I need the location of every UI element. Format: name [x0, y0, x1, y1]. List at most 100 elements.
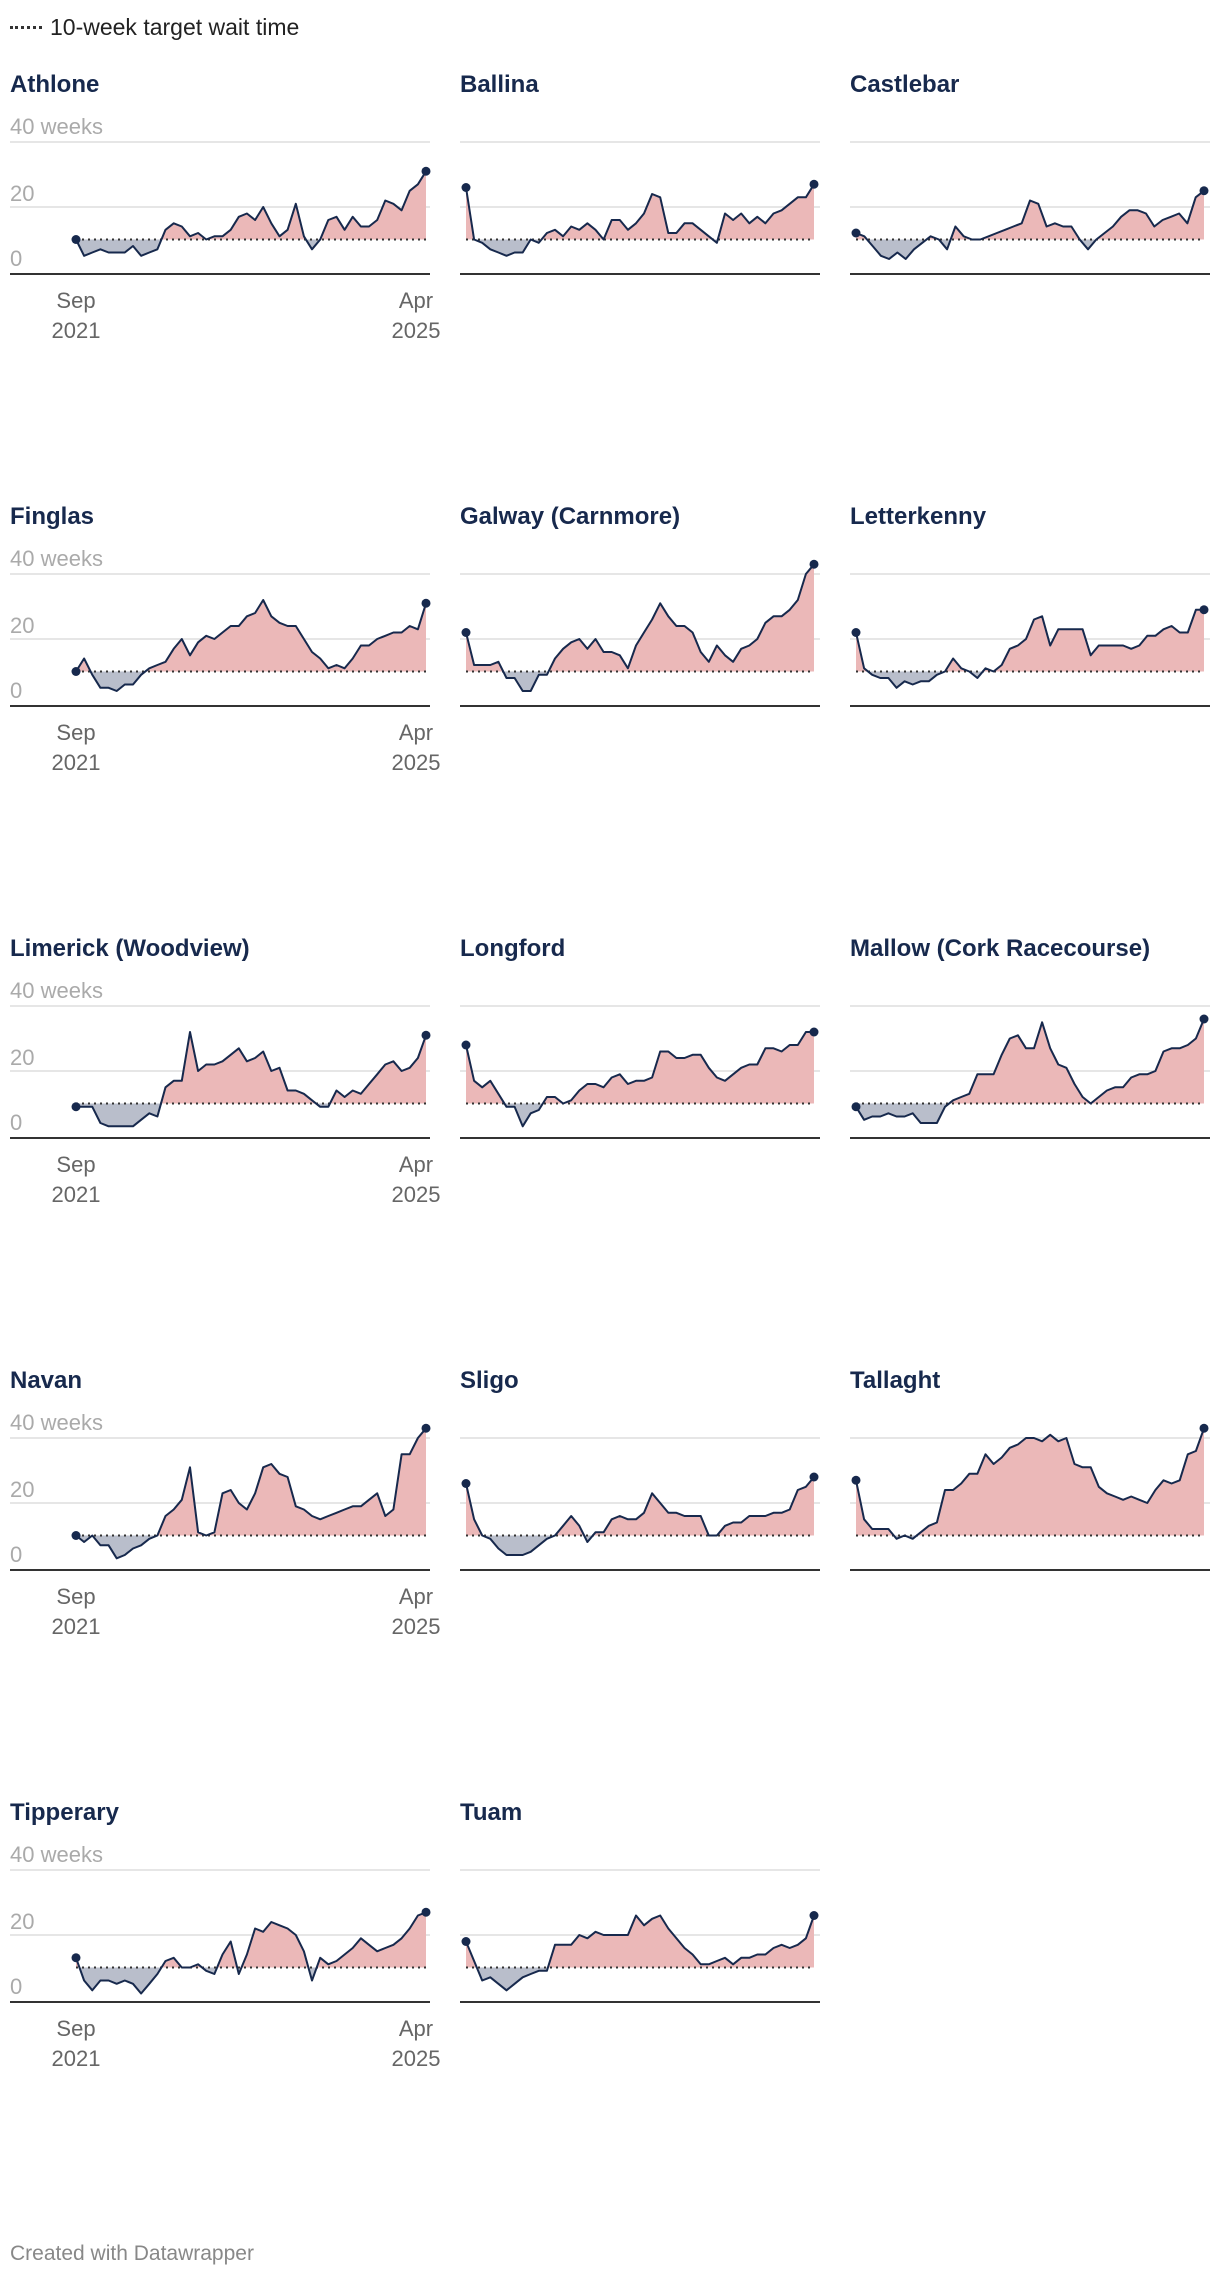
area-below-target [466, 1535, 814, 1555]
end-point [421, 1907, 431, 1917]
x-tick-label: 2021 [52, 318, 101, 343]
panel-title: Sligo [460, 1367, 519, 1394]
panel-12: Tipperary 40 weeks 0 20 Sep 2021 Apr 2025 [10, 1799, 440, 2071]
area-below-target [76, 239, 426, 256]
area-above-target [466, 564, 814, 672]
start-point [461, 1937, 471, 1946]
start-point [851, 628, 861, 637]
panel-0: Athlone 40 weeks 0 20 Sep 2021 Apr 2025 [10, 71, 440, 343]
y-tick-label: 0 [10, 246, 22, 271]
area-above-target [856, 609, 1204, 672]
end-point [1199, 1014, 1209, 1024]
area-above-target [76, 600, 426, 672]
panel-title: Galway (Carnmore) [460, 503, 680, 530]
y-tick-label: 20 [10, 1477, 34, 1502]
start-point [461, 1040, 471, 1050]
panel-title: Athlone [10, 71, 99, 98]
start-point [461, 628, 471, 637]
panel-title: Castlebar [850, 71, 959, 98]
panel-11: Tallaght [850, 1367, 1210, 1571]
y-tick-label: 0 [10, 1974, 22, 1999]
legend: 10-week target wait time [10, 14, 299, 41]
panel-9: Navan 40 weeks 0 20 Sep 2021 Apr 2025 [10, 1367, 440, 1639]
panel-13: Tuam [460, 1799, 820, 2003]
x-tick-label: Sep [56, 2016, 95, 2041]
start-point [851, 1475, 861, 1485]
end-point [809, 559, 819, 569]
panel-title: Limerick (Woodview) [10, 935, 250, 962]
y-tick-label: 20 [10, 181, 34, 206]
start-point [461, 1479, 471, 1488]
area-below-target [856, 1103, 1204, 1123]
panel-title: Tuam [460, 1799, 522, 1826]
x-tick-label: Apr [399, 720, 433, 745]
area-below-target [466, 1967, 814, 1991]
y-tick-label: 20 [10, 1045, 34, 1070]
panel-title: Tipperary [10, 1799, 120, 1826]
start-point [71, 235, 81, 244]
area-above-target [76, 171, 426, 240]
end-point [809, 1911, 819, 1920]
start-point [851, 228, 861, 238]
panel-1: Ballina [460, 71, 820, 275]
y-unit-label: 40 weeks [10, 546, 103, 571]
data-line [465, 1031, 814, 1128]
x-tick-label: Sep [56, 1152, 95, 1177]
data-line [75, 170, 427, 257]
y-unit-label: 40 weeks [10, 1842, 103, 1867]
panel-title: Mallow (Cork Racecourse) [850, 935, 1150, 962]
y-tick-label: 0 [10, 1542, 22, 1567]
x-tick-label: Apr [399, 1584, 433, 1609]
end-point [421, 1030, 431, 1040]
end-point [421, 598, 431, 608]
area-below-target [76, 1535, 426, 1559]
y-unit-label: 40 weeks [10, 114, 103, 139]
x-tick-label: 2025 [392, 318, 441, 343]
x-tick-label: Apr [399, 288, 433, 313]
end-point [809, 1027, 819, 1037]
area-below-target [466, 239, 814, 256]
data-line [855, 1427, 1205, 1540]
end-point [809, 1472, 819, 1482]
area-below-target [76, 671, 426, 691]
y-unit-label: 40 weeks [10, 1410, 103, 1435]
x-tick-label: 2021 [52, 1614, 101, 1639]
start-point [71, 1102, 81, 1112]
area-above-target [76, 1912, 426, 1968]
x-tick-label: 2021 [52, 1182, 101, 1207]
area-below-target [76, 1967, 426, 1994]
target-line-swatch [10, 26, 42, 29]
area-above-target [856, 1428, 1204, 1536]
start-point [71, 1531, 81, 1540]
panel-2: Castlebar [850, 71, 1210, 275]
x-tick-label: 2025 [392, 2046, 441, 2071]
x-tick-label: Sep [56, 720, 95, 745]
data-line [465, 1476, 815, 1556]
legend-label: 10-week target wait time [50, 14, 300, 40]
panel-title: Navan [10, 1367, 82, 1394]
panel-title: Letterkenny [850, 503, 987, 530]
x-tick-label: Apr [399, 2016, 433, 2041]
area-above-target [466, 1032, 814, 1104]
y-tick-label: 20 [10, 1909, 34, 1934]
y-tick-label: 0 [10, 678, 22, 703]
data-line [75, 1427, 427, 1560]
end-point [1199, 1423, 1209, 1433]
end-point [1199, 605, 1209, 615]
data-line [855, 1018, 1205, 1124]
x-tick-label: 2025 [392, 750, 441, 775]
panel-title: Longford [460, 935, 565, 962]
data-line [465, 1914, 815, 1992]
area-above-target [466, 184, 814, 240]
end-point [421, 1423, 431, 1433]
end-point [1199, 186, 1209, 196]
start-point [461, 183, 471, 192]
start-point [71, 667, 81, 676]
area-below-target [856, 671, 1204, 688]
y-tick-label: 0 [10, 1110, 22, 1135]
data-line [465, 183, 815, 257]
x-tick-label: 2021 [52, 2046, 101, 2071]
data-line [75, 1911, 427, 1995]
panel-4: Galway (Carnmore) [460, 503, 820, 707]
x-tick-label: Sep [56, 1584, 95, 1609]
